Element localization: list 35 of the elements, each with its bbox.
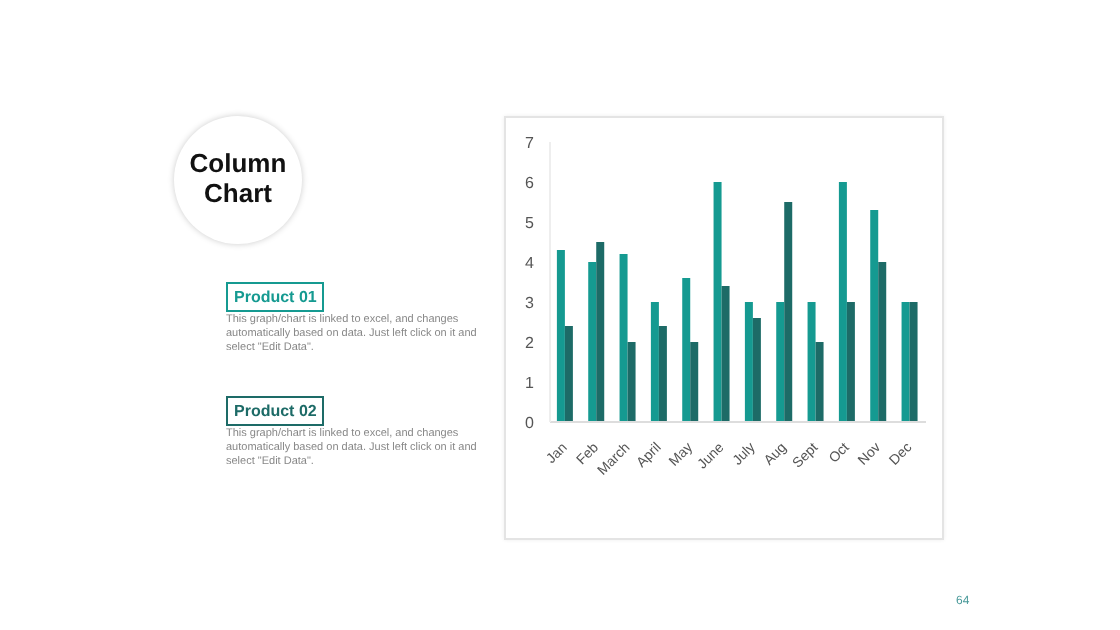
text: Product 01 <box>226 282 325 312</box>
bar <box>776 302 785 422</box>
bar <box>596 242 605 422</box>
bar <box>713 182 722 422</box>
bar <box>807 302 816 422</box>
text: Product 02 <box>226 396 325 426</box>
y-tick-label: 5 <box>525 213 536 232</box>
y-tick-label: 0 <box>525 413 536 432</box>
bar <box>901 302 910 422</box>
bar <box>815 342 824 422</box>
bar <box>784 202 793 422</box>
bar <box>658 326 667 422</box>
bar <box>744 302 753 422</box>
y-tick-label: 2 <box>525 333 536 352</box>
bar <box>627 342 636 422</box>
bar <box>682 278 691 422</box>
y-tick-label: 4 <box>525 253 536 272</box>
bar <box>619 254 628 422</box>
bar <box>838 182 847 422</box>
y-tick-label: 3 <box>525 293 536 312</box>
bar <box>909 302 918 422</box>
bar <box>556 250 565 422</box>
bar <box>721 286 730 422</box>
bar <box>846 302 855 422</box>
bar <box>564 326 573 422</box>
bar <box>690 342 699 422</box>
bar <box>588 262 597 422</box>
y-tick-label: 7 <box>525 133 536 152</box>
bar <box>878 262 887 422</box>
bar <box>870 210 879 422</box>
bar <box>752 318 761 422</box>
y-tick-label: 6 <box>525 173 536 192</box>
text: Column Chart <box>187 148 289 208</box>
y-tick-label: 1 <box>525 373 536 392</box>
bar <box>650 302 659 422</box>
